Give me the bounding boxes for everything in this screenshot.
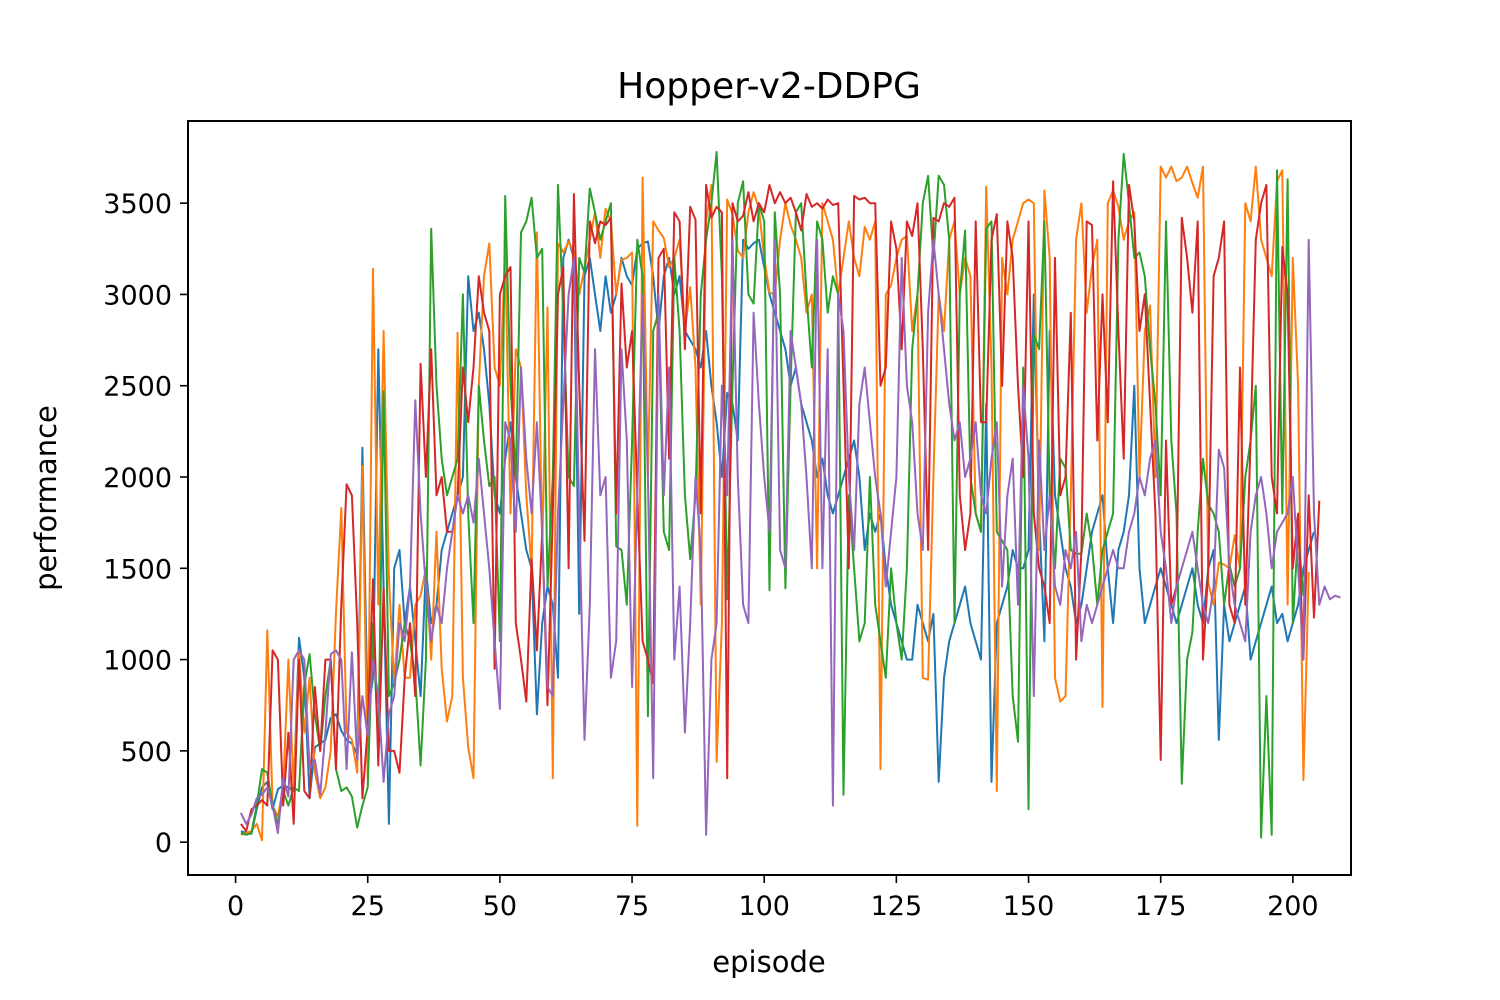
y-tick-label: 2000 <box>103 463 172 494</box>
x-tick-label: 0 <box>227 891 244 922</box>
x-tick-label: 50 <box>483 891 517 922</box>
series-line-5 <box>239 238 1341 836</box>
series-line-4 <box>240 180 1321 833</box>
y-tick-label: 1000 <box>103 646 172 677</box>
plot-frame <box>187 120 1352 876</box>
x-tick-label: 75 <box>615 891 649 922</box>
y-tick-label: 3000 <box>103 280 172 311</box>
x-tick-label: 100 <box>738 891 790 922</box>
y-axis-ticks: 0 500 1000 1500 2000 2500 3000 3500 <box>103 189 188 859</box>
y-tick-label: 3500 <box>103 189 172 220</box>
series-layer <box>239 151 1341 842</box>
chart-title: Hopper-v2-DDPG <box>617 66 921 107</box>
x-tick-label: 125 <box>871 891 923 922</box>
x-tick-label: 175 <box>1135 891 1187 922</box>
series-line-1 <box>240 238 1315 835</box>
x-tick-label: 150 <box>1003 891 1055 922</box>
x-tick-label: 200 <box>1267 891 1319 922</box>
x-axis-ticks: 0 25 50 75 100 125 150 175 200 <box>227 875 1319 922</box>
y-tick-label: 500 <box>120 737 172 768</box>
y-tick-label: 1500 <box>103 554 172 585</box>
y-tick-label: 2500 <box>103 372 172 403</box>
x-axis-label: episode <box>712 945 825 979</box>
y-tick-label: 0 <box>155 828 172 859</box>
y-axis-label: performance <box>29 405 63 591</box>
x-tick-label: 25 <box>351 891 385 922</box>
